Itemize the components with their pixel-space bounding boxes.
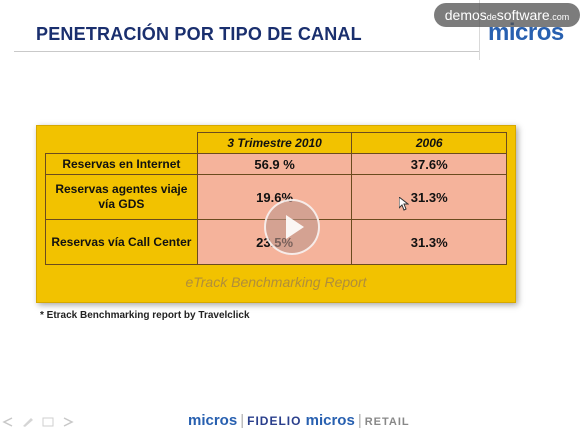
footer-separator: |	[357, 412, 362, 429]
footer-fidelio-logo: FIDELIO	[247, 414, 302, 428]
footer-retail-logo: RETAIL	[364, 416, 410, 428]
play-icon	[286, 215, 304, 239]
column-header-2010: 3 Trimestre 2010	[196, 132, 353, 154]
cell-2006: 31.3%	[351, 219, 507, 265]
cell-2006: 37.6%	[351, 153, 507, 175]
next-arrow-icon[interactable]	[62, 414, 74, 427]
play-button[interactable]	[264, 199, 320, 255]
slide-title: PENETRACIÓN POR TIPO DE CANAL	[36, 24, 362, 44]
header-vertical-divider	[479, 0, 480, 60]
watermark-tld: .com	[549, 12, 570, 22]
column-header-2006: 2006	[351, 132, 507, 154]
cell-2010: 56.9 %	[196, 153, 353, 175]
pen-icon[interactable]	[22, 414, 34, 427]
row-label: Reservas en Internet	[45, 153, 198, 175]
footer-micros-logo: micros	[188, 412, 238, 429]
table-header-row: 3 Trimestre 2010 2006	[45, 132, 507, 154]
title-divider	[14, 51, 480, 52]
watermark-middle: de	[486, 12, 497, 22]
footer-separator: |	[240, 412, 245, 429]
menu-icon[interactable]	[42, 414, 54, 427]
mouse-cursor-icon	[399, 197, 409, 211]
watermark-suffix: software	[496, 7, 550, 23]
table-row: Reservas en Internet 56.9 % 37.6%	[45, 153, 507, 175]
table-row: Reservas vía Call Center 23.5% 31.3%	[45, 219, 507, 265]
watermark-prefix: demos	[444, 7, 487, 23]
footnote: * Etrack Benchmarking report by Travelcl…	[40, 310, 250, 321]
cell-2006: 31.3%	[351, 174, 507, 220]
footer-logos: micros | FIDELIO micros | RETAIL	[188, 412, 410, 429]
row-label: Reservas agentes viaje vía GDS	[45, 174, 198, 220]
prev-arrow-icon[interactable]	[2, 414, 14, 427]
slide-toolbar	[2, 414, 74, 428]
row-label: Reservas vía Call Center	[45, 219, 198, 265]
table-caption: eTrack Benchmarking Report	[185, 274, 367, 290]
demosdesoftware-watermark: demosdesoftware.com	[434, 3, 580, 27]
table-corner-cell	[45, 132, 198, 154]
footer-micros-logo-2: micros	[305, 412, 355, 429]
